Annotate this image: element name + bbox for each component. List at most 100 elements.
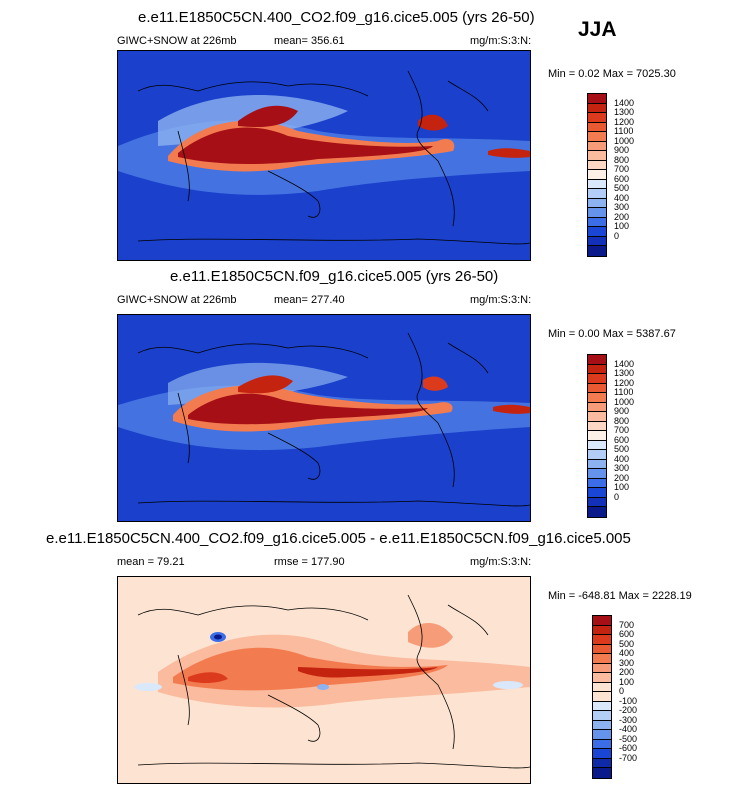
colorbar-tick-label: 200 bbox=[619, 667, 635, 678]
colorbar-swatch bbox=[593, 644, 611, 655]
colorbar-swatch bbox=[593, 730, 611, 740]
colorbar-swatch bbox=[588, 478, 606, 489]
colorbar-tick-label: -200 bbox=[619, 705, 638, 716]
colorbar-swatch bbox=[593, 711, 611, 721]
colorbar-swatch bbox=[588, 364, 606, 375]
colorbar-tick-label: -500 bbox=[619, 733, 638, 744]
colorbar-swatch bbox=[593, 701, 611, 712]
colorbar-tick-label: 600 bbox=[614, 434, 630, 445]
colorbar-tick-label: 100 bbox=[619, 676, 635, 687]
panel3-units-label: mg/m:S:3:N: bbox=[470, 556, 532, 568]
colorbar-swatch bbox=[588, 507, 606, 517]
colorbar-swatch bbox=[588, 113, 606, 123]
colorbar-swatch bbox=[588, 421, 606, 432]
colorbar-tick-label: 100 bbox=[614, 482, 630, 493]
colorbar-tick-label: 900 bbox=[614, 406, 630, 417]
colorbar-swatch bbox=[588, 246, 606, 256]
colorbar-swatch bbox=[593, 616, 611, 626]
colorbar-swatch bbox=[588, 132, 606, 142]
colorbar-swatch bbox=[588, 440, 606, 451]
colorbar-swatch bbox=[588, 236, 606, 247]
colorbar-swatch bbox=[588, 459, 606, 470]
colorbar-swatch bbox=[593, 720, 611, 731]
colorbar-swatch bbox=[588, 198, 606, 209]
colorbar-swatch bbox=[593, 692, 611, 702]
colorbar-swatch bbox=[588, 488, 606, 498]
colorbar-tick-label: 400 bbox=[614, 192, 630, 203]
panel3-colorbar bbox=[592, 615, 612, 779]
colorbar-tick-label: 1300 bbox=[614, 107, 635, 118]
colorbar-tick-label: 1000 bbox=[614, 396, 635, 407]
colorbar-swatch bbox=[593, 654, 611, 664]
colorbar-tick-label: 200 bbox=[614, 472, 630, 483]
panel2-variable-label: GIWC+SNOW at 226mb bbox=[117, 294, 237, 306]
panel1-units-label: mg/m:S:3:N: bbox=[470, 35, 532, 47]
colorbar-tick-label: 700 bbox=[619, 619, 635, 630]
colorbar-swatch bbox=[588, 450, 606, 460]
colorbar-tick-label: 1400 bbox=[614, 358, 635, 369]
colorbar-swatch bbox=[593, 625, 611, 636]
colorbar-swatch bbox=[588, 383, 606, 394]
colorbar-swatch bbox=[588, 141, 606, 152]
colorbar-tick-label: 800 bbox=[614, 154, 630, 165]
panel3-mean-label: mean = 79.21 bbox=[117, 556, 185, 568]
colorbar-tick-label: 0 bbox=[614, 491, 620, 502]
colorbar-swatch bbox=[588, 431, 606, 441]
panel1-mean-label: mean= 356.61 bbox=[274, 35, 345, 47]
colorbar-tick-label: 1200 bbox=[614, 377, 635, 388]
colorbar-tick-label: 1200 bbox=[614, 116, 635, 127]
colorbar-swatch bbox=[588, 103, 606, 114]
panel1-title: e.e11.E1850C5CN.400_CO2.f09_g16.cice5.00… bbox=[138, 9, 535, 26]
panel3-rmse-label: rmse = 177.90 bbox=[274, 556, 345, 568]
colorbar-tick-label: 0 bbox=[614, 230, 620, 241]
colorbar-swatch bbox=[593, 682, 611, 693]
colorbar-swatch bbox=[588, 179, 606, 190]
colorbar-swatch bbox=[588, 374, 606, 384]
colorbar-tick-label: -600 bbox=[619, 743, 638, 754]
colorbar-swatch bbox=[588, 402, 606, 413]
colorbar-tick-label: 1100 bbox=[614, 387, 634, 398]
panel2-mean-label: mean= 277.40 bbox=[274, 294, 345, 306]
colorbar-tick-label: -300 bbox=[619, 714, 638, 725]
colorbar-swatch bbox=[593, 758, 611, 769]
colorbar-swatch bbox=[588, 189, 606, 199]
panel2-colorbar bbox=[587, 354, 607, 518]
colorbar-tick-label: 1300 bbox=[614, 368, 635, 379]
colorbar-tick-label: 200 bbox=[614, 211, 630, 222]
colorbar-tick-label: 400 bbox=[619, 648, 635, 659]
colorbar-tick-label: 800 bbox=[614, 415, 630, 426]
colorbar-tick-label: -700 bbox=[619, 752, 638, 763]
colorbar-swatch bbox=[588, 208, 606, 218]
colorbar-swatch bbox=[588, 170, 606, 180]
colorbar-swatch bbox=[593, 749, 611, 759]
colorbar-tick-label: 1000 bbox=[614, 135, 635, 146]
colorbar-tick-label: 1100 bbox=[614, 126, 634, 137]
panel2-minmax: Min = 0.00 Max = 5387.67 bbox=[548, 328, 676, 340]
colorbar-swatch bbox=[588, 497, 606, 508]
colorbar-swatch bbox=[593, 739, 611, 750]
panel2-map bbox=[117, 314, 531, 522]
colorbar-tick-label: 300 bbox=[614, 463, 630, 474]
colorbar-tick-label: 400 bbox=[614, 453, 630, 464]
panel3-map bbox=[117, 576, 531, 784]
colorbar-swatch bbox=[588, 355, 606, 365]
colorbar-tick-label: 300 bbox=[619, 657, 635, 668]
colorbar-tick-label: 1400 bbox=[614, 97, 635, 108]
colorbar-tick-label: 500 bbox=[614, 444, 630, 455]
colorbar-tick-label: 600 bbox=[619, 629, 635, 640]
season-label: JJA bbox=[578, 18, 617, 41]
colorbar-tick-label: 100 bbox=[614, 221, 630, 232]
panel3-title: e.e11.E1850C5CN.400_CO2.f09_g16.cice5.00… bbox=[46, 530, 631, 547]
colorbar-tick-label: 300 bbox=[614, 202, 630, 213]
colorbar-tick-label: 500 bbox=[619, 638, 635, 649]
colorbar-swatch bbox=[588, 227, 606, 237]
colorbar-tick-label: -100 bbox=[619, 695, 638, 706]
panel1-map bbox=[117, 50, 531, 261]
colorbar-swatch bbox=[588, 393, 606, 403]
colorbar-tick-label: 500 bbox=[614, 183, 630, 194]
colorbar-swatch bbox=[588, 94, 606, 104]
panel3-minmax: Min = -648.81 Max = 2228.19 bbox=[548, 590, 692, 602]
colorbar-swatch bbox=[593, 635, 611, 645]
colorbar-tick-label: 0 bbox=[619, 686, 625, 697]
colorbar-tick-label: -400 bbox=[619, 724, 638, 735]
